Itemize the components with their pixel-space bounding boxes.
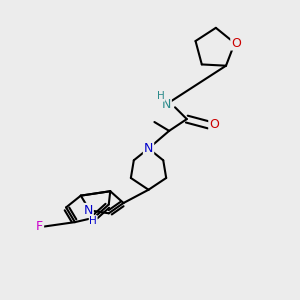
Text: N: N bbox=[144, 142, 153, 155]
Text: F: F bbox=[36, 220, 43, 233]
Text: H: H bbox=[157, 91, 165, 101]
Text: O: O bbox=[231, 37, 241, 50]
Text: O: O bbox=[209, 118, 219, 131]
Text: H: H bbox=[89, 216, 97, 226]
Text: N: N bbox=[161, 98, 171, 111]
Text: N: N bbox=[83, 204, 93, 217]
